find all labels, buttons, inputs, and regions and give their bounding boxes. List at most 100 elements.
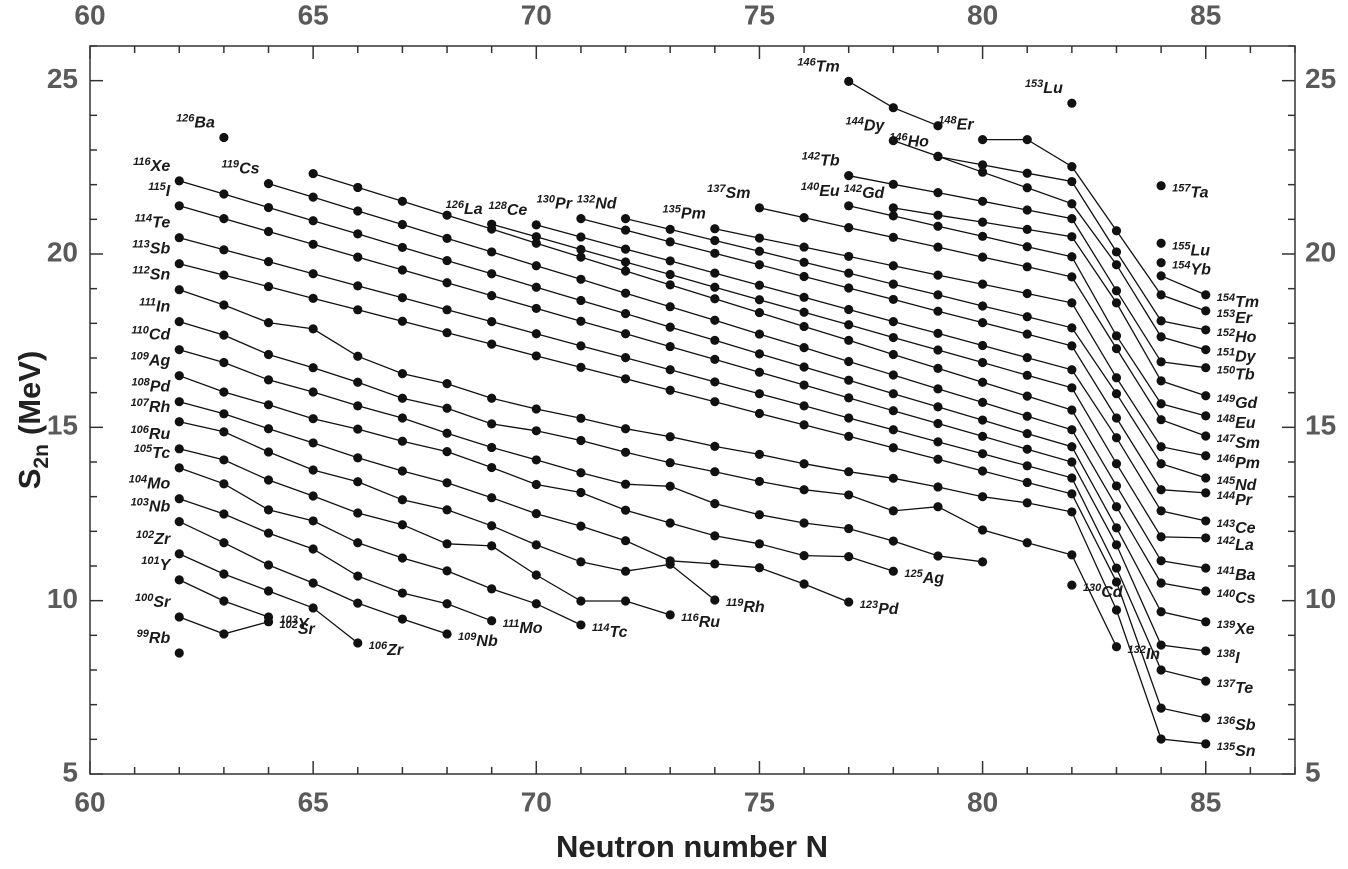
data-point [1201,345,1211,355]
element-symbol: Te [152,215,170,232]
element-symbol: Ba [1235,567,1256,584]
mass-number: 106 [369,640,388,652]
data-point [219,214,229,224]
data-point [1111,540,1122,550]
mass-number: 144 [1217,490,1235,502]
data-point [1201,646,1211,656]
y-title-symbol: S [12,469,47,490]
mass-number: 111 [503,618,520,630]
data-point [710,531,720,541]
mass-number: 143 [1217,518,1235,530]
data-point [576,341,586,351]
data-point [933,502,943,512]
data-point [576,232,586,242]
data-point [620,288,631,298]
isotope-chain [982,138,1206,312]
nucleus-label: 142Tb [802,151,840,170]
nucleus-label: 114Tc [592,622,628,641]
data-point [576,274,586,284]
data-point [487,291,497,301]
data-point [844,223,854,233]
mass-number: 154 [1217,292,1235,304]
nucleus-label: 119Cs [222,159,260,178]
element-symbol: Ho [908,134,930,151]
data-point [174,444,184,454]
nucleus-label: 146Ho [889,132,929,151]
element-symbol: Rb [149,630,171,647]
element-symbol: Sn [1235,743,1256,760]
data-point [174,517,184,527]
mass-number: 144 [846,116,864,128]
data-point [710,467,720,477]
y-title-unit: (MeV) [12,351,47,435]
element-symbol: Ta [1190,185,1208,202]
nucleus-label: 104Mo [129,474,171,493]
x-tick-label-top: 75 [744,0,775,30]
data-point [754,203,765,213]
x-tick-label-top: 70 [521,0,552,30]
data-point [1156,399,1166,409]
data-point [620,329,631,339]
y-tick-label: 5 [62,756,78,787]
data-point [487,462,497,473]
data-point [174,317,184,327]
data-point [933,551,943,561]
data-point [308,216,318,226]
data-point [620,447,631,457]
data-point [799,343,809,353]
y-tick-label-right: 25 [1305,63,1336,94]
data-point [1156,290,1166,300]
data-point [888,506,898,516]
data-point [397,588,408,598]
data-point [1201,586,1211,596]
y-tick-label-right: 15 [1305,410,1336,441]
mass-number: 136 [1217,715,1236,727]
data-point [1022,353,1032,363]
data-point [1111,286,1122,296]
y-tick-label-right: 20 [1305,236,1336,267]
data-point [844,393,854,403]
data-point [263,528,274,538]
data-point [1111,502,1122,512]
data-point [576,252,586,262]
nucleus-label: 107Rh [131,397,171,416]
data-point [1156,357,1166,367]
mass-number: 126 [446,199,465,211]
element-symbol: Ru [699,614,721,631]
mass-number: 114 [135,213,153,225]
data-point [933,454,943,464]
data-point [799,380,809,390]
data-point [799,257,809,267]
mass-number: 109 [458,631,477,643]
data-point [977,397,988,407]
data-point [799,242,809,252]
data-point [263,475,274,485]
data-point [933,306,943,316]
data-point [1201,363,1211,373]
data-point [977,466,988,476]
data-point [531,232,541,242]
nucleus-label: 142La [1217,535,1254,554]
nucleus-label: 146Pm [1217,453,1260,472]
data-point [1067,507,1077,517]
mass-number: 153 [1217,308,1235,320]
data-point [888,211,898,221]
data-point [799,401,809,411]
data-point [888,406,898,416]
data-point [397,436,408,446]
data-point [1156,556,1166,566]
nucleus-label: 115I [148,181,171,200]
nucleus-label: 112Sn [132,265,170,284]
nucleus-label: 103Y [280,614,310,633]
data-point [665,365,675,375]
nucleus-label: 99Rb [137,628,171,647]
element-symbol: Sn [150,267,171,284]
nucleus-label: 132Nd [577,194,618,213]
element-symbol: Nb [149,499,171,516]
data-point [620,424,631,434]
plot-frame [89,45,1296,775]
nucleus-label: 135Pm [663,204,706,223]
data-point [308,269,318,279]
data-point [219,357,229,368]
data-point [1022,391,1032,401]
